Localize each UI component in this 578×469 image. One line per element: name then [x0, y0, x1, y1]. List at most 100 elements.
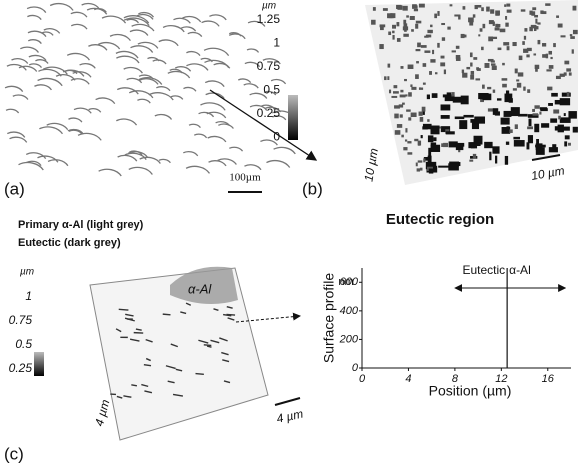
eutectic-spot: [502, 84, 507, 88]
eutectic-spot: [478, 34, 480, 36]
eutectic-spot: [455, 117, 465, 120]
grain-boundary: [200, 103, 225, 110]
eutectic-spot: [442, 37, 445, 41]
grain-boundary: [116, 119, 136, 125]
eutectic-spot: [474, 116, 485, 123]
eutectic-spot: [480, 28, 483, 31]
eutectic-spot: [473, 14, 476, 17]
eutectic-spot: [403, 20, 406, 24]
eutectic-spot: [387, 76, 389, 80]
eutectic-spot: [501, 118, 510, 125]
eutectic-spot: [470, 75, 474, 80]
colorbar-tick: 1.25: [257, 12, 281, 26]
eutectic-spot: [534, 124, 539, 132]
micrograph-a: [5, 4, 295, 176]
grain-boundary: [131, 46, 153, 53]
eutectic-spot: [396, 5, 401, 9]
grain-boundary: [6, 109, 19, 113]
eutectic-spot: [506, 142, 509, 145]
grain-boundary: [118, 155, 137, 161]
annotation: Eutectic: [462, 263, 505, 277]
eutectic-spot: [397, 38, 401, 42]
eutectic-spot: [420, 168, 423, 171]
grain-boundary: [183, 87, 196, 91]
eutectic-spot: [500, 29, 506, 33]
eutectic-spot: [422, 126, 427, 129]
eutectic-spot: [389, 16, 394, 18]
panel-label: (a): [4, 179, 25, 198]
eutectic-spot: [531, 25, 537, 29]
eutectic-spot: [441, 56, 445, 59]
eutectic-spot: [423, 83, 426, 85]
eutectic-spot: [454, 14, 460, 16]
eutectic-spot: [524, 36, 526, 40]
eutectic-spot: [532, 109, 535, 112]
eutectic-spot: [397, 124, 402, 128]
eutectic-spot: [401, 135, 404, 138]
eutectic-spot: [408, 65, 414, 69]
eutectic-spot: [570, 36, 575, 39]
grain-boundary: [186, 52, 200, 56]
grain-boundary: [175, 67, 190, 72]
eutectic-spot: [534, 105, 539, 108]
eutectic-spot: [432, 50, 434, 54]
eutectic-spot: [493, 108, 498, 115]
grain-boundary: [78, 133, 101, 140]
eutectic-spot: [461, 34, 465, 38]
eutectic-spot: [428, 135, 433, 142]
eutectic-spot: [522, 41, 525, 45]
eutectic-spot: [406, 15, 409, 17]
eutectic-spot: [470, 62, 472, 66]
eutectic-spot: [432, 93, 438, 98]
grain-boundary: [44, 29, 60, 34]
grain-boundary: [173, 18, 190, 23]
colorbar-tick: 0.5: [263, 83, 280, 97]
eutectic-spot: [441, 23, 445, 25]
eutectic-spot: [420, 117, 424, 122]
eutectic-spot: [389, 90, 391, 94]
eutectic-spot: [545, 3, 550, 6]
eutectic-spot: [456, 57, 461, 61]
eutectic-spot: [560, 98, 570, 105]
eutectic-spot: [509, 129, 512, 133]
x-tick-label: 16: [542, 373, 555, 385]
eutectic-spot: [506, 4, 510, 7]
eutectic-spot: [504, 94, 512, 103]
eutectic-spot: [535, 145, 546, 148]
grain-boundary: [130, 30, 148, 35]
eutectic-spot: [464, 35, 466, 38]
grain-boundary: [80, 64, 96, 69]
grain-boundary: [159, 40, 178, 46]
eutectic-spot: [483, 94, 492, 101]
eutectic-spot: [463, 115, 473, 118]
eutectic-spot: [400, 95, 406, 98]
grain-boundary: [74, 108, 91, 113]
eutectic-spot: [393, 91, 399, 93]
eutectic-spot: [513, 88, 517, 90]
y-tick-label: 200: [339, 333, 359, 345]
eutectic-spot: [516, 79, 519, 81]
eutectic-spot: [477, 68, 481, 71]
eutectic-spot: [400, 114, 403, 117]
eutectic-spot: [521, 9, 526, 11]
grain-boundary: [137, 99, 150, 103]
colorbar-tick: 0.5: [15, 337, 32, 351]
eutectic-spot: [549, 51, 553, 55]
eutectic-spot: [568, 143, 571, 146]
eutectic-spot: [542, 43, 546, 47]
grain-boundary: [34, 85, 51, 90]
eutectic-spot: [486, 7, 490, 12]
surface-feature: [204, 345, 212, 346]
eutectic-spot: [569, 72, 572, 75]
eutectic-spot: [392, 25, 396, 29]
eutectic-spot: [528, 135, 533, 143]
eutectic-spot: [502, 63, 505, 65]
eutectic-spot: [405, 128, 407, 132]
eutectic-spot: [561, 127, 570, 131]
eutectic-spot: [421, 135, 423, 138]
eutectic-spot: [537, 22, 540, 24]
eutectic-spot: [478, 138, 482, 140]
grain-boundary: [39, 127, 62, 134]
grain-boundary: [266, 161, 289, 168]
eutectic-spot: [564, 141, 567, 146]
